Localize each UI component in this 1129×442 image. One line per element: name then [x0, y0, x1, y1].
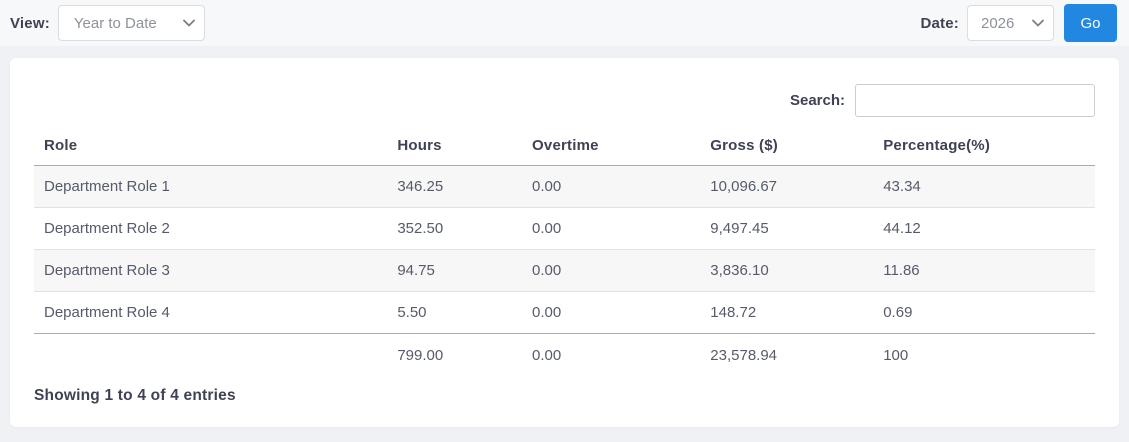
cell-overtime: 0.00 [522, 291, 701, 334]
table-row: Department Role 1 346.25 0.00 10,096.67 … [34, 165, 1095, 208]
search-label: Search: [789, 92, 845, 109]
cell-percentage: 0.69 [873, 291, 1095, 334]
column-header-hours[interactable]: Hours [387, 126, 523, 166]
footer-total-hours: 799.00 [397, 347, 444, 364]
cell-overtime: 0.00 [522, 207, 701, 250]
cell-role: Department Role 3 [34, 249, 388, 292]
go-button[interactable]: Go [1064, 4, 1117, 42]
cell-percentage: 11.86 [873, 249, 1095, 292]
top-toolbar: View: Year to Date Date: 2026 Go [0, 0, 1129, 46]
payroll-roles-table: Role Hours Overtime Gross ($) Percentage… [34, 126, 1095, 376]
cell-role: Department Role 4 [34, 291, 388, 334]
table-header: Role Hours Overtime Gross ($) Percentage… [34, 126, 1095, 166]
view-control-group: View: Year to Date [10, 5, 205, 41]
table-body: Department Role 1 346.25 0.00 10,096.67 … [34, 165, 1095, 334]
cell-hours: 5.50 [387, 291, 523, 334]
report-card: Search: Role Hours Overtime Gross ($) Pe… [10, 58, 1119, 427]
cell-gross: 10,096.67 [700, 165, 874, 208]
table-row: Department Role 2 352.50 0.00 9,497.45 4… [34, 207, 1095, 250]
cell-hours: 346.25 [387, 165, 523, 208]
view-select[interactable]: Year to Date [57, 5, 205, 41]
entries-count-text: Showing 1 to 4 of 4 entries [34, 387, 236, 404]
cell-overtime: 0.00 [522, 165, 701, 208]
table-footer-row: 799.00 0.00 23,578.94 100 [34, 334, 1095, 377]
cell-role: Department Role 1 [34, 165, 388, 208]
cell-gross: 9,497.45 [700, 207, 874, 250]
date-select[interactable]: 2026 [967, 5, 1054, 41]
cell-hours: 352.50 [387, 207, 523, 250]
cell-overtime: 0.00 [522, 249, 701, 292]
search-row: Search: [34, 84, 1095, 117]
date-control-group: Date: 2026 Go [920, 4, 1117, 42]
search-input[interactable] [855, 84, 1095, 117]
footer-total-percentage: 100 [883, 347, 909, 364]
cell-gross: 148.72 [700, 291, 874, 334]
footer-total-overtime: 0.00 [532, 347, 562, 364]
column-header-role[interactable]: Role [34, 126, 388, 166]
table-row: Department Role 4 5.50 0.00 148.72 0.69 [34, 291, 1095, 334]
cell-gross: 3,836.10 [700, 249, 874, 292]
column-header-percentage[interactable]: Percentage(%) [873, 126, 1095, 166]
cell-hours: 94.75 [387, 249, 523, 292]
column-header-gross[interactable]: Gross ($) [700, 126, 874, 166]
cell-role: Department Role 2 [34, 207, 388, 250]
view-label: View: [10, 14, 50, 32]
date-label: Date: [920, 14, 959, 32]
footer-total-gross: 23,578.94 [710, 347, 778, 364]
column-header-overtime[interactable]: Overtime [522, 126, 701, 166]
cell-percentage: 43.34 [873, 165, 1095, 208]
table-footer: 799.00 0.00 23,578.94 100 [34, 334, 1095, 377]
footer-empty-cell [34, 334, 387, 377]
table-row: Department Role 3 94.75 0.00 3,836.10 11… [34, 249, 1095, 292]
cell-percentage: 44.12 [873, 207, 1095, 250]
